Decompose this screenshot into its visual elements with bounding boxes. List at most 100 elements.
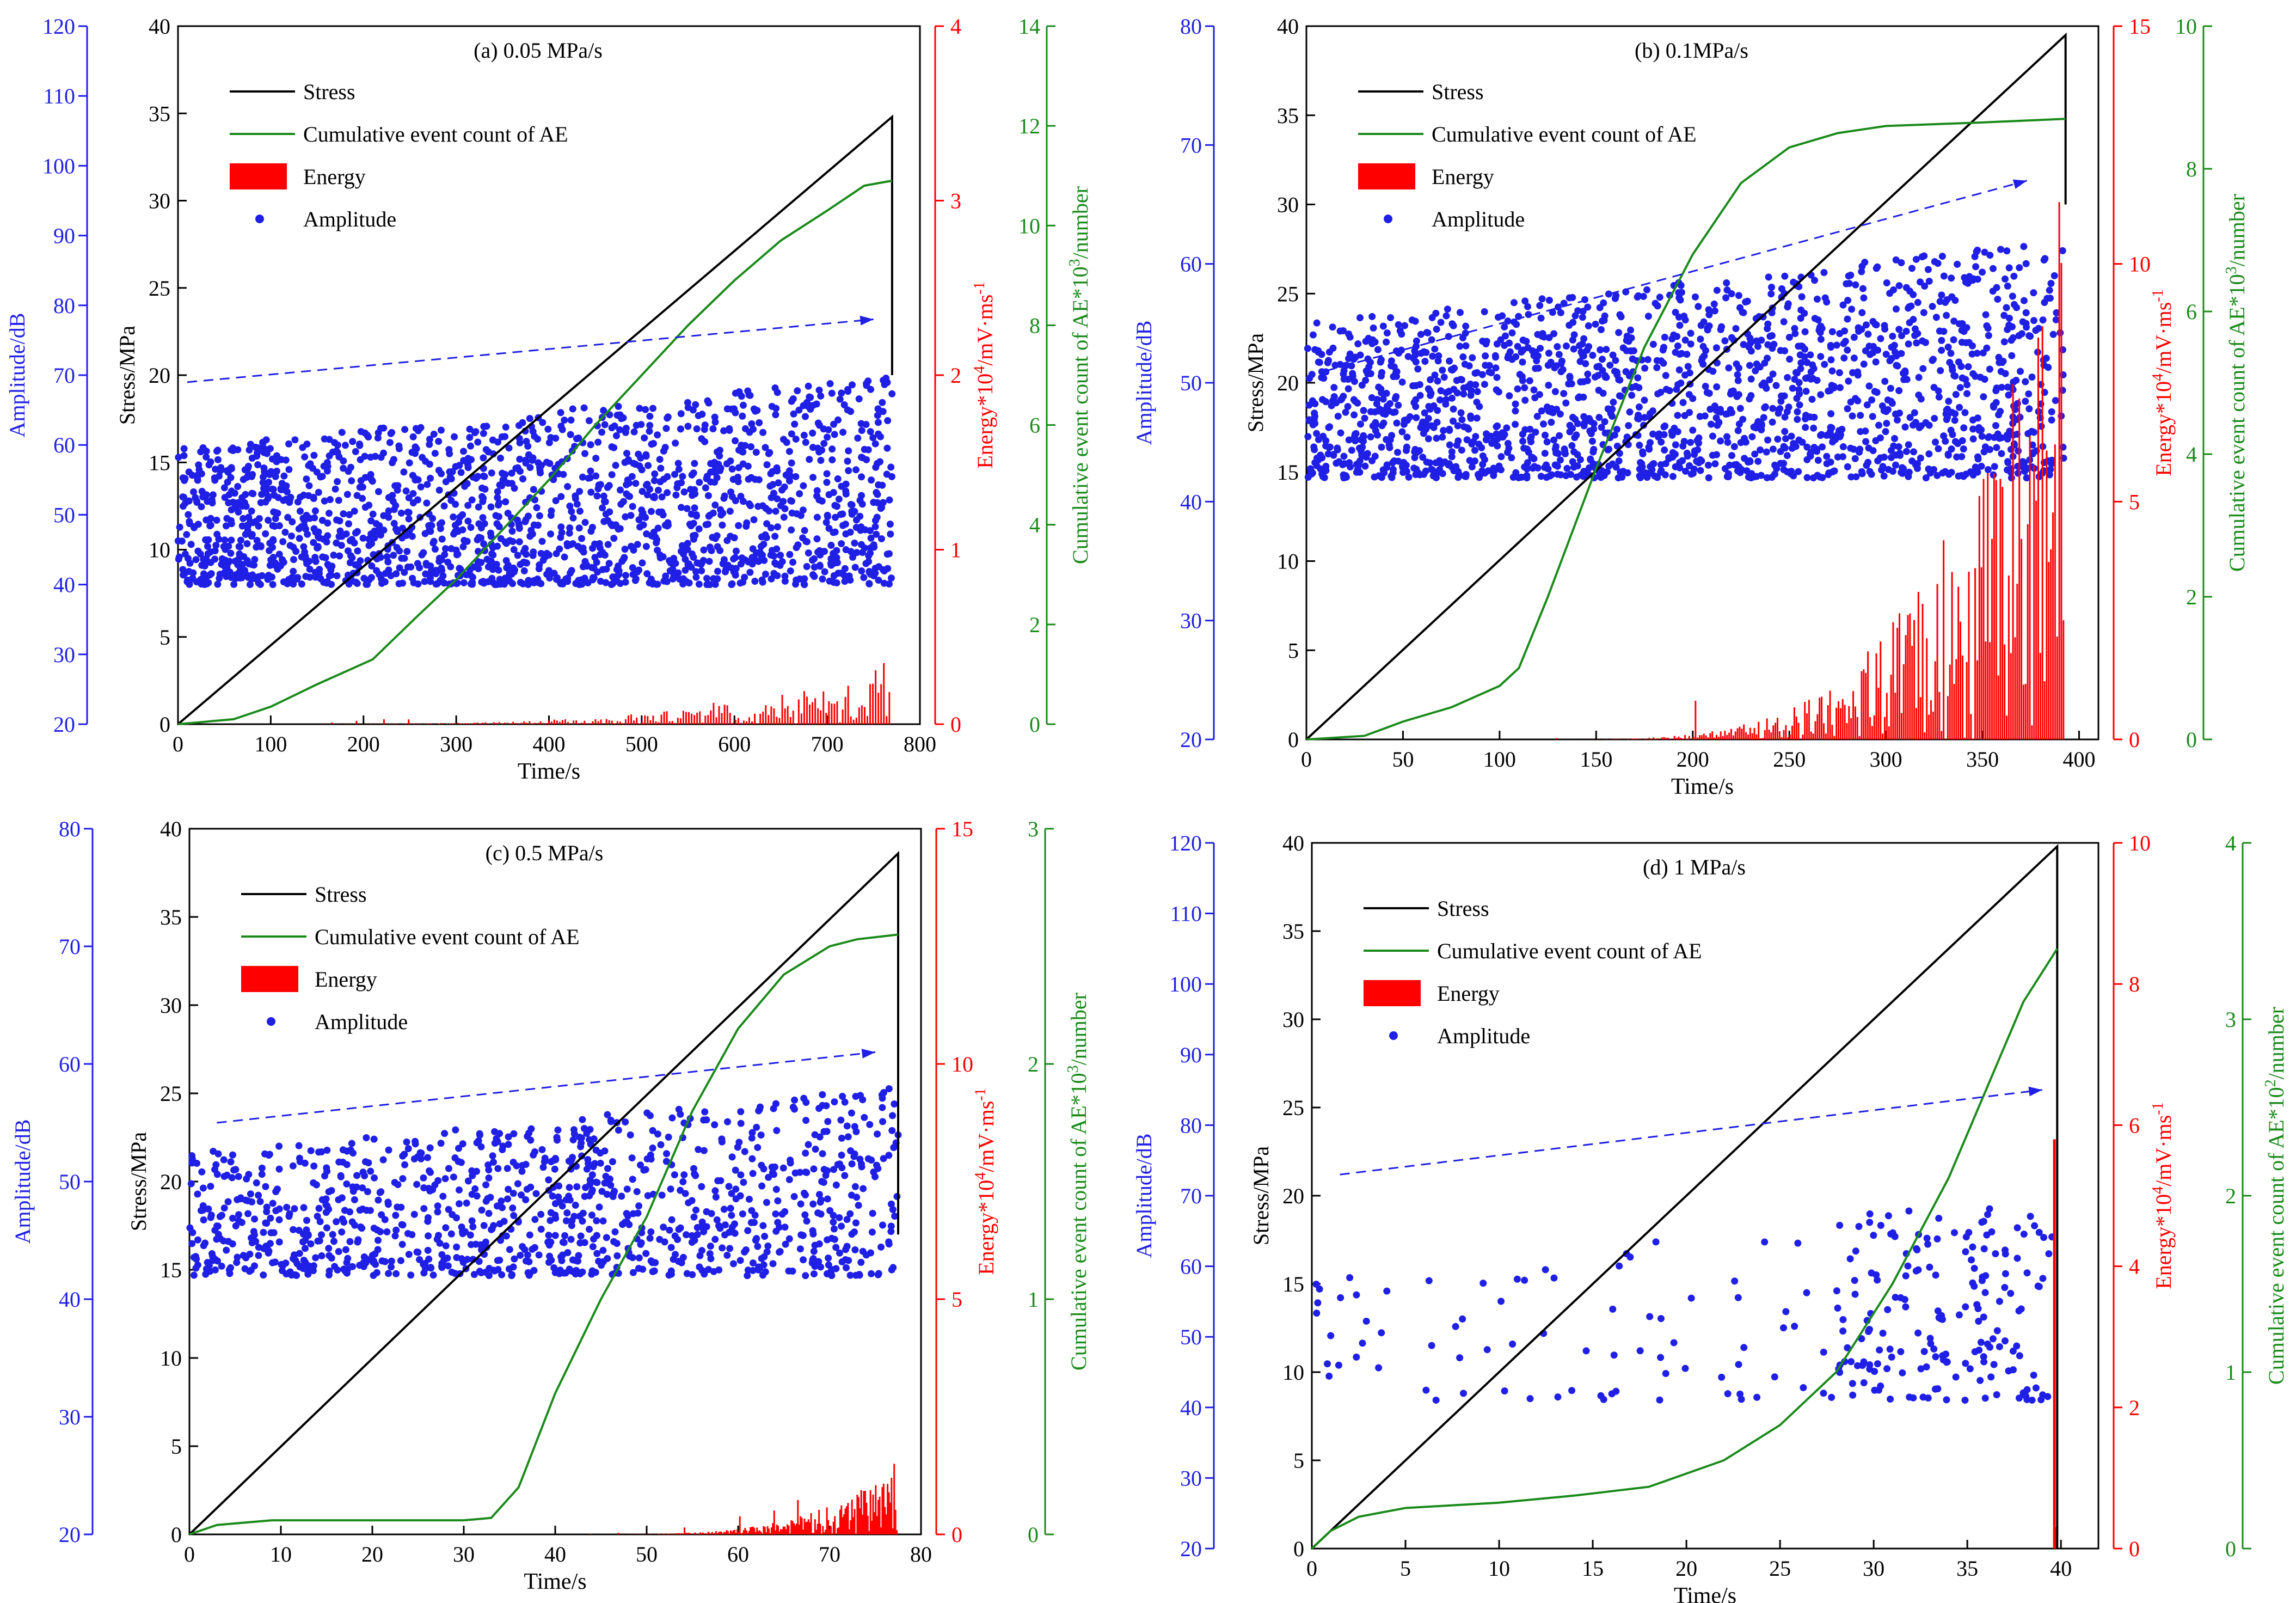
amplitude-point [750, 1219, 758, 1226]
amplitude-point [677, 548, 685, 555]
amplitude-point [1758, 381, 1766, 389]
amplitude-point [1426, 405, 1434, 413]
amplitude-point [1769, 445, 1777, 453]
amplitude-point [1653, 364, 1661, 371]
amplitude-point [1429, 352, 1436, 360]
amplitude-point [1561, 447, 1569, 455]
amplitude-point [1573, 473, 1580, 481]
amplitude-point [728, 1212, 735, 1219]
amplitude-point [664, 473, 671, 480]
amplitude-point [296, 493, 304, 501]
amplitude-point [530, 521, 538, 529]
legend-label-stress: Stress [303, 79, 355, 104]
amplitude-point [1782, 435, 1790, 443]
amplitude-point [649, 440, 657, 448]
amplitude-point [213, 530, 221, 538]
amplitude-point [412, 425, 420, 432]
amplitude-point [1961, 409, 1969, 417]
amplitude-point [1366, 358, 1374, 366]
amplitude-point [1856, 445, 1864, 453]
amplitude-point [367, 530, 375, 538]
amplitude-point [412, 450, 419, 457]
amplitude-point [830, 579, 838, 586]
amplitude-point [1358, 381, 1366, 389]
amplitude-point [1992, 422, 1999, 430]
amplitude-point [499, 469, 506, 477]
amplitude-point [190, 1271, 198, 1279]
amplitude-point [1410, 354, 1417, 362]
amplitude-point [1937, 367, 1944, 375]
amplitude-point [771, 559, 779, 567]
amplitude-point [660, 1223, 667, 1231]
amplitude-point [1497, 453, 1505, 461]
amplitude-point [1713, 383, 1721, 390]
amplitude-point [1356, 420, 1364, 428]
amplitude-point [1414, 365, 1422, 373]
amplitude-point [1305, 401, 1313, 409]
amplitude-point [1774, 435, 1782, 443]
amplitude-point [1657, 438, 1665, 446]
amplitude-point [235, 508, 242, 516]
amplitude-point [1850, 333, 1858, 341]
amplitude-point [2048, 460, 2055, 468]
amplitude-point [1855, 327, 1863, 335]
amplitude-point [810, 1165, 818, 1173]
amplitude-point [186, 518, 193, 525]
amplitude-point [1383, 436, 1390, 443]
amplitude-point [1545, 407, 1552, 415]
x-axis-label: Time/s [1671, 774, 1734, 799]
panel-title: (b) 0.1MPa/s [1635, 38, 1748, 63]
amplitude-point [1597, 326, 1605, 333]
amplitude-point [359, 494, 366, 502]
amplitude-point [286, 542, 294, 549]
amplitude-point [1874, 457, 1882, 464]
amplitude-point [1919, 365, 1927, 372]
amplitude-point [1754, 418, 1762, 425]
amplitude-point [883, 444, 891, 452]
x-tick-label: 200 [347, 732, 380, 756]
amplitude-point [691, 504, 698, 512]
amplitude-point [1750, 423, 1758, 431]
amplitude-point [1527, 435, 1534, 443]
amplitude-point [1623, 347, 1630, 354]
amplitude-point [1788, 468, 1795, 475]
amplitude-point [212, 1161, 220, 1168]
amplitude-point [649, 405, 656, 412]
amplitude-point [442, 478, 450, 486]
amplitude-point [1975, 426, 1983, 434]
amplitude-point [736, 1257, 744, 1264]
amplitude-point [1868, 470, 1875, 478]
amplitude-point [1722, 411, 1730, 418]
amplitude-point [868, 476, 875, 484]
amplitude-point [799, 506, 807, 514]
amplitude-point [389, 498, 397, 505]
amplitude-point [526, 415, 533, 423]
amplitude-point [1635, 403, 1643, 411]
amplitude-point [1978, 432, 1986, 440]
amplitude-point [1844, 315, 1851, 323]
amplitude-axis-label: Amplitude/dB [10, 1119, 35, 1244]
ae-tick-label: 14 [1018, 14, 1040, 39]
amplitude-point [791, 420, 799, 428]
amplitude-point [1649, 407, 1656, 415]
amplitude-point [1738, 466, 1745, 473]
amplitude-point [594, 568, 601, 576]
amplitude-point [310, 493, 317, 501]
amplitude-point [1794, 408, 1801, 415]
amplitude-point [865, 558, 873, 565]
amplitude-point [1906, 414, 1914, 421]
amplitude-point [735, 388, 743, 395]
amplitude-point [1489, 466, 1497, 474]
amplitude-point [867, 534, 875, 542]
legend-swatch-amplitude [255, 215, 264, 223]
amplitude-point [828, 456, 836, 463]
amplitude-point [552, 497, 560, 504]
amplitude-point [1434, 357, 1442, 365]
amplitude-point [832, 1244, 840, 1251]
amplitude-point [754, 1243, 762, 1250]
amplitude-point [514, 552, 521, 559]
amplitude-point [1580, 378, 1587, 386]
x-tick-label: 200 [1677, 747, 1709, 772]
amplitude-point [280, 559, 287, 566]
amplitude-point [1968, 342, 1976, 350]
